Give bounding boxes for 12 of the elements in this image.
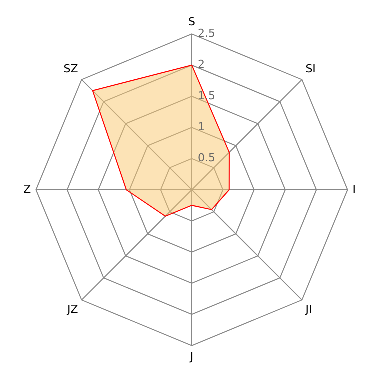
spoke-label: S — [188, 15, 196, 28]
spoke-label: SI — [306, 62, 316, 76]
y-tick-label: 1 — [198, 120, 205, 134]
y-tick-label: 0.5 — [198, 152, 216, 165]
spoke-label: JZ — [66, 303, 79, 316]
spoke-label: Z — [24, 182, 32, 196]
y-tick-label: 2 — [198, 58, 205, 72]
y-tick-label: 2.5 — [198, 27, 216, 40]
spoke-label: J — [189, 350, 194, 364]
spoke-label: SZ — [64, 62, 79, 76]
spoke-label: JI — [304, 303, 312, 316]
spoke-label: I — [352, 182, 356, 196]
